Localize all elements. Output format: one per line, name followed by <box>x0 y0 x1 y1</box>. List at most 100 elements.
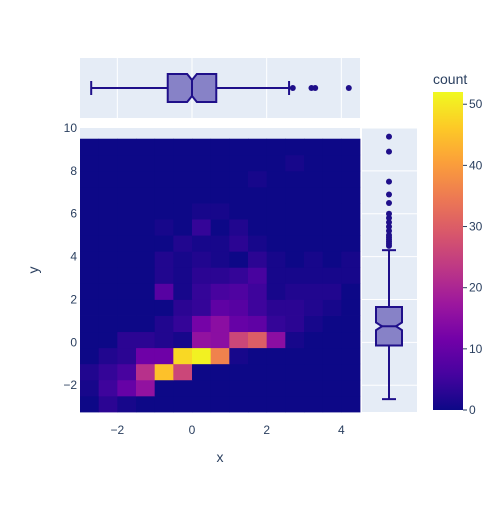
heatmap-cell <box>136 186 156 204</box>
heatmap-cell <box>136 331 156 349</box>
heatmap-cell <box>136 251 156 268</box>
heatmap-cell <box>173 379 193 397</box>
heatmap-cell <box>322 315 342 333</box>
heatmap-cell <box>341 379 361 397</box>
heatmap-cell <box>229 315 249 333</box>
heatmap-cell <box>192 235 212 252</box>
heatmap-cell <box>266 203 286 220</box>
heatmap-cell <box>229 267 249 284</box>
heatmap-cell <box>266 219 286 236</box>
heatmap-cell <box>248 203 268 220</box>
heatmap-cell <box>229 138 249 156</box>
y-tick-label: 6 <box>70 207 77 221</box>
heatmap-cell <box>80 379 100 397</box>
heatmap-cell <box>285 251 305 268</box>
heatmap-cell <box>304 379 324 397</box>
heatmap-cell <box>154 170 174 188</box>
heatmap-cell <box>229 219 249 236</box>
heatmap-cell <box>229 186 249 204</box>
x-tick-label: 4 <box>338 423 345 437</box>
marginal-y-outlier <box>386 148 392 155</box>
heatmap-cell <box>248 138 268 156</box>
heatmap-cell <box>266 331 286 349</box>
heatmap-cell <box>322 347 342 365</box>
heatmap-cell <box>80 283 100 300</box>
heatmap-cell <box>98 283 118 300</box>
heatmap-cell <box>98 379 118 397</box>
heatmap-cell <box>173 186 193 204</box>
y-tick-label: 10 <box>64 121 78 135</box>
marginal-y-outlier <box>386 223 392 230</box>
heatmap-cell <box>266 251 286 268</box>
heatmap-cell <box>229 299 249 316</box>
heatmap-cell <box>248 219 268 236</box>
colorbar-ticks: 0 10 20 30 40 50 <box>463 97 483 417</box>
heatmap-cell <box>229 251 249 268</box>
heatmap-cell <box>341 186 361 204</box>
heatmap-cell <box>210 154 230 172</box>
marginal-x-box <box>90 73 352 103</box>
heatmap-cell <box>304 186 324 204</box>
heatmap-cell <box>285 203 305 220</box>
heatmap-cell <box>210 347 230 365</box>
heatmap-cell <box>210 138 230 156</box>
heatmap-cell <box>136 363 156 381</box>
heatmap-cell <box>173 347 193 365</box>
heatmap-cell <box>341 331 361 349</box>
heatmap-cell <box>210 379 230 397</box>
heatmap-cell <box>304 315 324 333</box>
heatmap-cell <box>266 379 286 397</box>
heatmap-cell <box>98 315 118 333</box>
heatmap-cell <box>80 203 100 220</box>
heatmap-cell <box>154 203 174 220</box>
heatmap-cell <box>80 315 100 333</box>
heatmap-cell <box>98 299 118 316</box>
heatmap-cell <box>154 363 174 381</box>
heatmap-cell <box>285 219 305 236</box>
heatmap-cell <box>80 170 100 188</box>
heatmap-cell <box>80 363 100 381</box>
heatmap-cell <box>266 363 286 381</box>
heatmap-cell <box>192 331 212 349</box>
heatmap-cell <box>266 170 286 188</box>
heatmap-cell <box>117 138 137 156</box>
heatmap-cell <box>98 235 118 252</box>
heatmap-cell <box>285 331 305 349</box>
heatmap-cell <box>285 379 305 397</box>
heatmap-cell <box>322 267 342 284</box>
heatmap-cell <box>80 154 100 172</box>
marginal-y-outlier <box>386 227 392 234</box>
heatmap-cell <box>98 347 118 365</box>
heatmap-cell <box>210 331 230 349</box>
heatmap-cell <box>136 203 156 220</box>
x-axis-ticks: −2 0 2 4 <box>110 423 345 437</box>
heatmap-cell <box>117 235 137 252</box>
heatmap-cell <box>80 331 100 349</box>
marginal-y-outlier <box>386 133 392 140</box>
heatmap-cell <box>248 347 268 365</box>
heatmap-cell <box>304 138 324 156</box>
colorbar-tick-label: 50 <box>469 97 483 111</box>
marginal-y-outlier <box>386 191 392 198</box>
marginal-x-outlier <box>289 85 296 91</box>
heatmap-cell <box>80 219 100 236</box>
heatmap-cell <box>154 379 174 397</box>
heatmap-cell <box>192 363 212 381</box>
heatmap-cell <box>173 219 193 236</box>
heatmap-cell <box>80 395 100 413</box>
heatmap-cell <box>248 331 268 349</box>
heatmap-cell <box>210 283 230 300</box>
heatmap-cell <box>98 251 118 268</box>
heatmap-cell <box>210 395 230 413</box>
marginal-y-outlier <box>386 210 392 217</box>
heatmap-cell <box>210 299 230 316</box>
colorbar-tick-label: 30 <box>469 220 483 234</box>
heatmap-cell <box>98 203 118 220</box>
heatmap-cell <box>322 186 342 204</box>
heatmap-cell <box>266 235 286 252</box>
heatmap-cell <box>173 235 193 252</box>
heatmap-cell <box>304 347 324 365</box>
heatmap-cell <box>192 283 212 300</box>
heatmap-cell <box>304 299 324 316</box>
